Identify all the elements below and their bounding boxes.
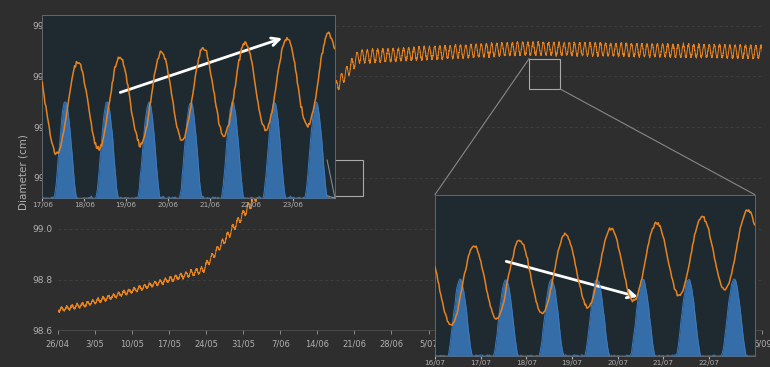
Bar	[529, 59, 561, 89]
Y-axis label: Diameter (cm): Diameter (cm)	[18, 134, 28, 210]
Bar	[327, 160, 363, 196]
